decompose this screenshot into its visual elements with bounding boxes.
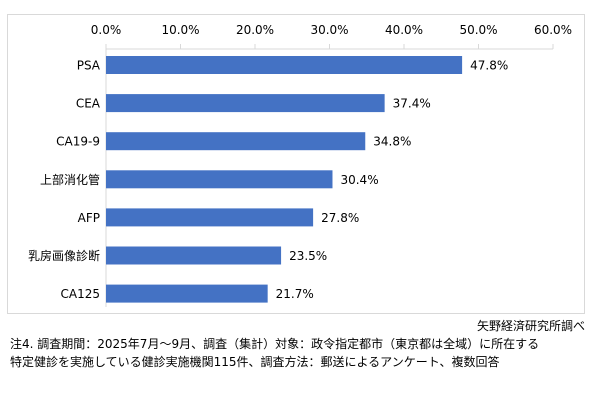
- x-tick-label: 60.0%: [534, 23, 572, 37]
- bar: [106, 208, 314, 227]
- data-label: 23.5%: [289, 249, 327, 263]
- bar: [106, 170, 333, 189]
- data-label: 21.7%: [276, 287, 314, 301]
- survey-note-line-1: 注4. 調査期間：2025年7月～9月、調査（集計）対象：政令指定都市（東京都は…: [10, 337, 540, 351]
- bar: [106, 56, 463, 74]
- category-label: CA19-9: [56, 135, 100, 149]
- x-tick-label: 10.0%: [161, 23, 199, 37]
- category-label: AFP: [78, 211, 100, 225]
- category-label: 乳房画像診断: [28, 248, 100, 263]
- x-tick-label: 0.0%: [91, 23, 122, 37]
- data-label: 34.8%: [373, 135, 411, 149]
- bar: [106, 284, 268, 303]
- x-tick-label: 20.0%: [236, 23, 274, 37]
- bar: [106, 246, 282, 265]
- source-credit: 矢野経済研究所調べ: [476, 319, 585, 333]
- survey-note-line-2: 特定健診を実施している健診実施機関115件、調査方法：郵送によるアンケート、複数…: [10, 355, 500, 369]
- bar: [106, 132, 366, 151]
- data-label: 27.8%: [321, 211, 359, 225]
- bar-chart: 0.0% 10.0% 20.0% 30.0% 40.0% 50.0% 60.0% PSA 47.…: [28, 23, 572, 307]
- category-label: 上部消化管: [40, 172, 100, 187]
- x-tick-label: 50.0%: [459, 23, 497, 37]
- chart-area: 0.0% 10.0% 20.0% 30.0% 40.0% 50.0% 60.0% PSA 47.…: [7, 14, 585, 314]
- category-label: CA125: [61, 287, 101, 301]
- data-label: 37.4%: [393, 97, 431, 111]
- category-label: CEA: [76, 97, 101, 111]
- category-label: PSA: [77, 59, 101, 73]
- bar: [106, 94, 385, 113]
- x-tick-label: 40.0%: [385, 23, 423, 37]
- data-label: 30.4%: [340, 173, 378, 187]
- data-label: 47.8%: [470, 59, 508, 73]
- x-tick-label: 30.0%: [310, 23, 348, 37]
